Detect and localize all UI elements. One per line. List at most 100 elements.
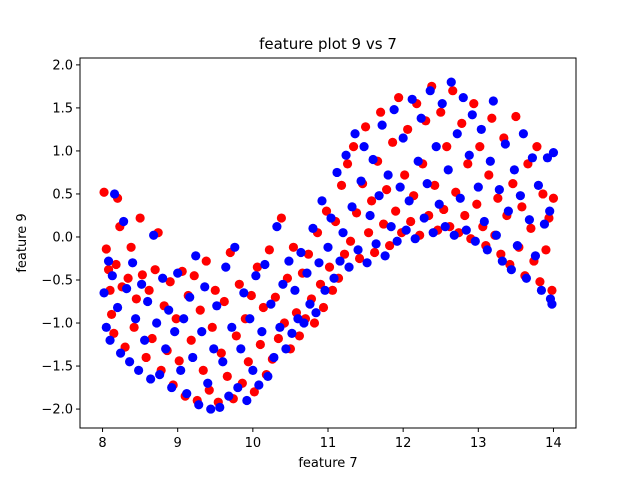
data-point-series-1 [281, 344, 291, 354]
data-point-series-0 [526, 223, 536, 233]
data-point-series-1 [329, 273, 339, 283]
data-point-series-0 [475, 142, 485, 152]
data-point-series-1 [206, 404, 216, 414]
data-point-series-1 [224, 391, 234, 401]
data-point-series-1 [398, 133, 408, 143]
x-tick-label: 12 [395, 436, 412, 451]
y-tick-label: 1.0 [52, 144, 73, 159]
data-point-series-0 [403, 124, 413, 135]
data-point-series-1 [260, 259, 270, 270]
y-tick-label: 1.5 [52, 101, 73, 116]
data-point-series-1 [437, 99, 447, 109]
data-point-series-1 [350, 129, 360, 139]
data-point-series-1 [254, 380, 264, 390]
data-point-series-1 [131, 314, 141, 324]
data-point-series-0 [141, 352, 151, 363]
data-point-series-1 [251, 271, 261, 281]
data-point-series-1 [365, 210, 375, 221]
data-point-series-1 [458, 92, 468, 103]
y-tick-label: 0.0 [52, 230, 73, 245]
data-point-series-1 [194, 400, 204, 410]
data-point-series-0 [376, 107, 386, 117]
data-point-series-0 [535, 277, 545, 287]
data-point-series-1 [482, 245, 492, 255]
data-point-series-0 [270, 292, 280, 302]
data-point-series-1 [389, 105, 399, 115]
data-point-series-0 [339, 249, 350, 259]
y-axis: −2.0 −1.5 −1.0 −0.5 0.0 0.5 1.0 1.5 2.0 [41, 58, 80, 418]
data-point-series-0 [388, 137, 398, 147]
data-point-series-1 [176, 365, 186, 375]
data-point-series-1 [221, 262, 231, 272]
data-point-series-1 [257, 327, 267, 337]
data-point-series-0 [463, 159, 473, 169]
data-point-series-1 [155, 370, 165, 380]
data-point-series-1 [287, 328, 297, 338]
data-point-series-1 [197, 327, 207, 337]
x-tick-label: 13 [470, 436, 487, 451]
data-point-series-1 [323, 242, 333, 252]
data-point-series-0 [150, 265, 160, 275]
x-tick-label: 14 [545, 436, 562, 451]
data-point-series-1 [446, 77, 456, 87]
data-point-series-1 [488, 96, 498, 106]
data-point-series-1 [275, 322, 285, 332]
data-point-series-0 [204, 385, 214, 395]
data-point-series-1 [152, 318, 162, 328]
data-point-series-0 [109, 328, 119, 338]
data-point-series-0 [255, 339, 265, 350]
data-point-series-0 [391, 206, 401, 216]
data-point-series-0 [195, 305, 205, 315]
data-point-series-0 [532, 142, 542, 152]
data-point-series-1 [170, 327, 180, 337]
data-point-series-1 [230, 242, 240, 252]
data-point-series-1 [203, 378, 213, 388]
data-point-series-1 [182, 388, 192, 399]
y-tick-label: −1.0 [41, 317, 73, 332]
data-point-series-1 [377, 120, 387, 130]
data-point-series-1 [362, 258, 372, 268]
data-point-series-1 [347, 202, 357, 212]
data-point-series-0 [264, 245, 274, 255]
data-point-series-1 [434, 199, 444, 209]
data-point-series-1 [109, 189, 120, 199]
data-point-series-0 [222, 371, 232, 381]
data-point-series-1 [263, 371, 273, 381]
data-point-series-1 [470, 236, 480, 246]
y-tick-label: −2.0 [41, 403, 73, 418]
data-point-series-1 [332, 167, 342, 178]
data-point-series-0 [517, 202, 527, 212]
data-point-series-1 [524, 215, 535, 225]
data-point-series-0 [101, 244, 111, 254]
data-point-series-1 [344, 262, 354, 272]
data-point-series-0 [460, 210, 470, 221]
data-point-series-1 [272, 222, 282, 232]
data-point-series-0 [379, 219, 389, 229]
data-point-series-0 [246, 290, 256, 301]
data-point-series-1 [248, 365, 258, 375]
data-point-series-0 [496, 249, 506, 259]
data-point-series-0 [327, 285, 338, 295]
data-point-series-0 [508, 179, 518, 189]
data-point-series-1 [290, 285, 300, 295]
data-point-series-0 [106, 309, 117, 320]
data-point-series-0 [126, 242, 136, 252]
data-point-series-1 [536, 285, 547, 295]
data-point-series-1 [185, 292, 195, 302]
data-point-series-1 [188, 352, 198, 363]
data-point-series-0 [234, 279, 244, 289]
data-point-series-1 [467, 110, 477, 120]
data-point-series-1 [443, 165, 453, 175]
data-point-series-0 [231, 331, 241, 341]
data-point-series-1 [497, 256, 507, 266]
data-point-series-0 [469, 99, 479, 109]
data-point-series-1 [422, 179, 432, 189]
data-point-series-1 [239, 288, 249, 298]
data-point-series-1 [404, 196, 414, 206]
data-point-series-0 [171, 314, 181, 324]
data-point-series-1 [356, 176, 366, 186]
x-axis: 8 9 10 11 12 13 14 [98, 428, 562, 451]
data-point-series-1 [134, 365, 144, 375]
data-point-series-0 [538, 189, 548, 199]
data-point-series-1 [278, 279, 288, 289]
